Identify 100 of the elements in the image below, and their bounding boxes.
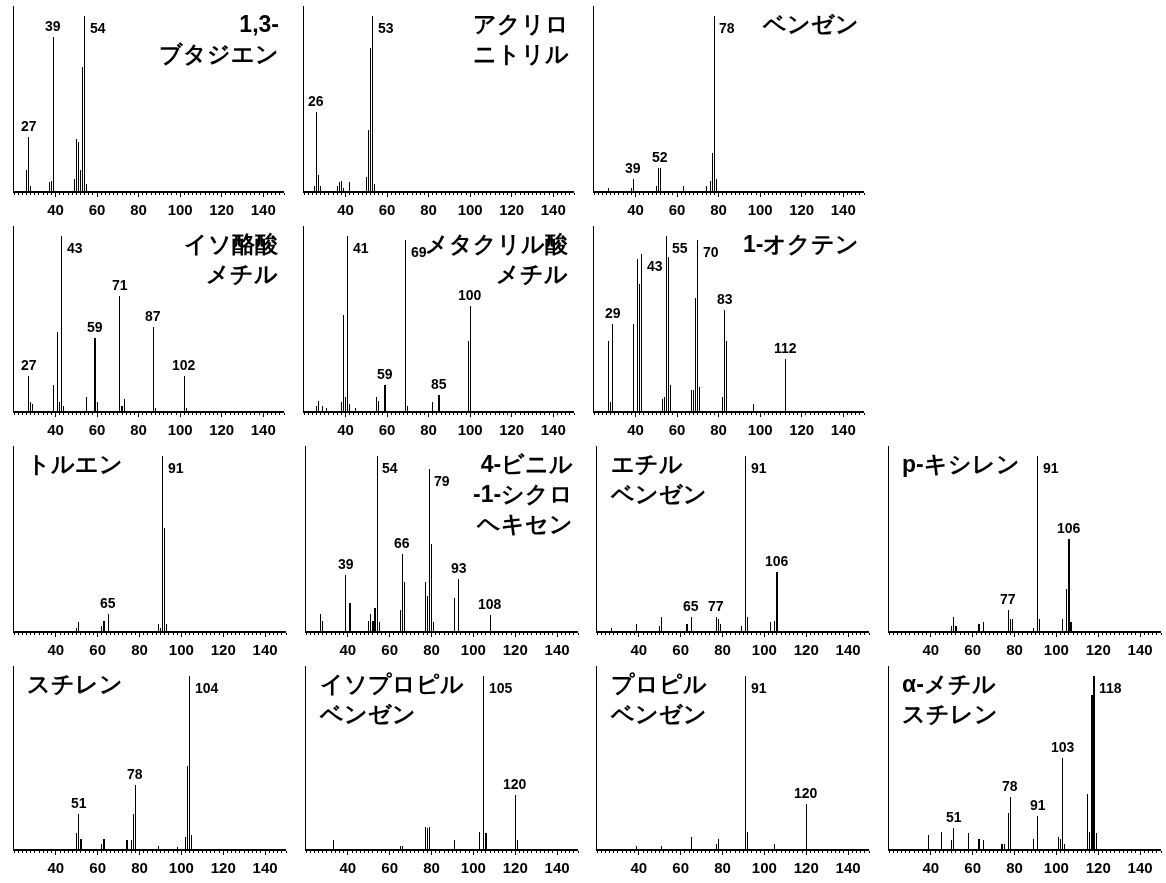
x-tick-label: 40 (339, 640, 356, 658)
x-tick-label: 40 (337, 420, 354, 438)
annotation: 59 (87, 319, 103, 335)
text: 4-ビニル-1-シクロヘキセン (472, 451, 573, 537)
annotation: 105 (488, 680, 513, 696)
x-tick-label: 60 (380, 858, 398, 876)
x-tick-label: 100 (1043, 640, 1069, 658)
x-tick-label: 140 (835, 858, 861, 876)
x-tick-label: 80 (420, 420, 437, 438)
annotation: 120 (502, 776, 527, 792)
annotation: 51 (71, 795, 87, 811)
x-tick-label: 120 (209, 200, 235, 218)
x-tick-label: 120 (502, 640, 528, 658)
x-tick-label: 80 (714, 640, 731, 658)
x-tick-label: 40 (627, 200, 644, 218)
annotation: 78 (127, 766, 143, 782)
x-tick-label: 100 (460, 858, 486, 876)
chart-title: イソプロピルベンゼン (318, 671, 464, 727)
x-tick-label: 140 (540, 200, 566, 218)
chart-title: p-キシレン (901, 451, 1020, 477)
x-tick-label: 100 (168, 858, 194, 876)
annotation: 27 (21, 118, 37, 134)
x-tick-label: 100 (751, 640, 777, 658)
x-tick-label: 100 (747, 200, 773, 218)
x-tick-label: 40 (922, 858, 939, 876)
x-tick-label: 80 (130, 200, 147, 218)
annotation: 108 (477, 596, 502, 612)
x-tick-label: 100 (457, 200, 483, 218)
x-tick-label: 60 (378, 420, 396, 438)
annotation: 120 (794, 785, 818, 801)
x-tick-label: 120 (789, 420, 815, 438)
chart-title: エチルベンゼン (610, 451, 707, 507)
x-tick-label: 140 (830, 200, 856, 218)
x-tick-label: 60 (380, 640, 398, 658)
annotation: 100 (458, 287, 482, 303)
annotation: 39 (45, 18, 61, 34)
annotation: 91 (1042, 460, 1059, 476)
annotation: 83 (717, 291, 733, 307)
x-tick-label: 60 (668, 200, 686, 218)
chart-title: 1,3-ブタジエン (159, 11, 279, 67)
annotation: 70 (703, 244, 719, 260)
annotation: 54 (90, 20, 106, 36)
x-tick-label: 60 (963, 640, 981, 658)
x-tick-label: 60 (88, 420, 106, 438)
x-tick-label: 100 (457, 420, 483, 438)
x-tick-label: 140 (250, 420, 276, 438)
x-tick-label: 80 (422, 640, 440, 658)
x-tick-label: 80 (1005, 640, 1023, 658)
x-tick-label: 80 (710, 200, 727, 218)
x-tick-label: 60 (89, 640, 107, 658)
annotation: 59 (377, 366, 393, 382)
x-tick-label: 120 (1085, 640, 1111, 658)
annotation: 55 (672, 240, 688, 256)
x-tick-label: 40 (337, 200, 354, 218)
x-tick-label: 140 (544, 858, 570, 876)
annotation: 93 (450, 560, 467, 576)
annotation: 71 (112, 277, 128, 293)
x-tick-label: 80 (420, 200, 437, 218)
annotation: 85 (431, 376, 447, 392)
x-tick-label: 80 (131, 640, 148, 658)
x-tick-label: 40 (47, 640, 65, 658)
x-tick-label: 60 (378, 200, 396, 218)
x-tick-label: 100 (460, 640, 486, 658)
x-tick-label: 60 (672, 858, 690, 876)
x-tick-label: 40 (339, 858, 356, 876)
annotation: 39 (337, 556, 354, 572)
x-tick-label: 100 (168, 640, 194, 658)
annotation: 78 (719, 20, 735, 36)
x-tick-label: 120 (789, 200, 815, 218)
annotation: 102 (172, 357, 196, 373)
annotation: 27 (21, 357, 37, 373)
annotation: 39 (625, 160, 641, 176)
x-tick-label: 80 (1005, 858, 1023, 876)
x-tick-label: 100 (1043, 858, 1069, 876)
annotation: 51 (945, 809, 962, 825)
x-tick-label: 40 (47, 420, 64, 438)
x-tick-label: 100 (747, 420, 773, 438)
x-tick-label: 60 (672, 640, 690, 658)
x-tick-label: 80 (422, 858, 440, 876)
x-tick-label: 80 (714, 858, 731, 876)
annotation: 91 (168, 460, 184, 476)
x-tick-label: 120 (209, 420, 235, 438)
x-tick-label: 140 (252, 858, 278, 876)
annotation: 43 (647, 258, 663, 274)
annotation: 53 (378, 20, 394, 36)
x-tick-label: 100 (167, 420, 193, 438)
x-tick-label: 140 (540, 420, 566, 438)
annotation: 106 (765, 553, 789, 569)
annotation: 77 (999, 591, 1016, 607)
chart-title: α-メチルスチレン (901, 671, 998, 727)
chart-title: プロピルベンゼン (610, 671, 707, 727)
x-tick-label: 60 (668, 420, 686, 438)
x-tick-label: 40 (47, 200, 64, 218)
chart-title: アクリロニトリル (473, 11, 569, 67)
annotation: 54 (381, 460, 398, 476)
chart-title: 1-オクテン (743, 231, 860, 257)
chart-title: ベンゼン (762, 11, 859, 37)
x-tick-label: 120 (499, 200, 525, 218)
chart-title: イソ酪酸メチル (184, 231, 279, 287)
annotation: 65 (683, 598, 699, 614)
